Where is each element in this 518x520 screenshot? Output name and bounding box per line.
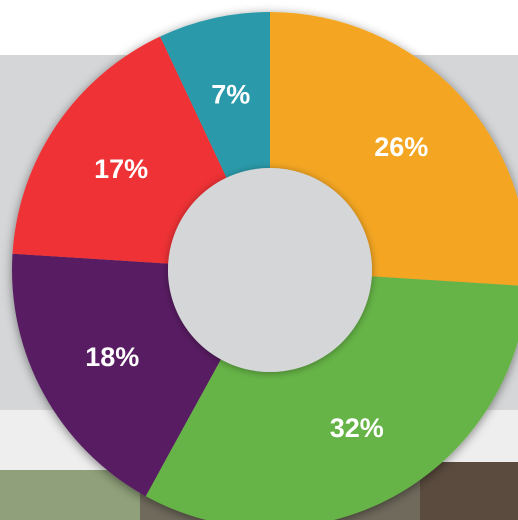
value-label: 7%: [211, 79, 250, 109]
page: 26% 32% 18% 17% 7%: [0, 0, 518, 520]
donut-hole: [168, 168, 372, 372]
photo-wall: [420, 462, 518, 520]
value-label: 18%: [85, 342, 139, 372]
value-label: 32%: [330, 413, 384, 443]
value-label: 26%: [374, 132, 428, 162]
value-label: 17%: [94, 154, 148, 184]
